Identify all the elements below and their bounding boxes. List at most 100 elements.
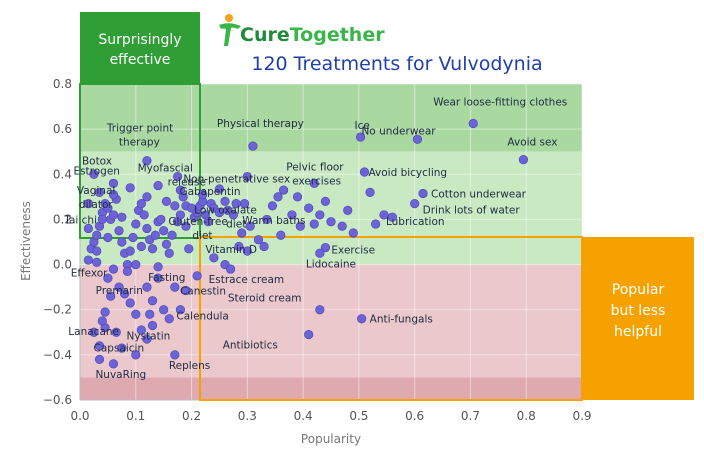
point-label: Replens [169, 360, 210, 372]
point-label: Fasting [148, 272, 185, 284]
data-point [242, 246, 252, 256]
curetogether-logo: CureTogether [219, 14, 385, 46]
point-label: Non-penetrative sex [183, 174, 290, 186]
y-tick-label: −0.6 [43, 393, 72, 407]
data-point [142, 223, 152, 234]
data-point [156, 214, 166, 225]
data-point [262, 214, 272, 225]
data-point [83, 255, 93, 265]
data-point [348, 228, 358, 238]
data-point [94, 341, 105, 351]
data-point [117, 343, 127, 353]
brand-cure: CureTogether [240, 24, 385, 46]
data-point [142, 282, 152, 292]
point-label: Cotton underwear [431, 188, 527, 200]
surprisingly-effective-line2: effective [110, 52, 171, 68]
data-point [287, 210, 297, 220]
data-point [159, 226, 169, 236]
data-point [103, 232, 113, 243]
data-point [145, 309, 155, 319]
data-point [89, 327, 99, 337]
data-point [309, 219, 319, 229]
data-point [242, 171, 252, 182]
surprisingly-effective-box [80, 12, 200, 84]
data-point [315, 248, 325, 258]
x-tick-label: 0.0 [70, 409, 89, 423]
y-tick-label: 0.2 [53, 212, 72, 226]
data-point [245, 221, 255, 231]
data-point [214, 208, 225, 218]
data-point [117, 237, 127, 247]
data-point [267, 201, 278, 211]
data-point [359, 167, 370, 177]
data-point [153, 262, 163, 272]
data-point [150, 230, 160, 240]
data-point [276, 230, 286, 240]
data-point [365, 187, 375, 197]
data-point [228, 210, 238, 220]
data-point [167, 230, 177, 240]
data-point [518, 155, 529, 165]
data-point [315, 305, 325, 315]
band-0 [80, 84, 582, 152]
data-point [114, 282, 124, 292]
data-point [131, 350, 141, 360]
data-point [108, 264, 119, 274]
x-tick-label: 0.3 [238, 409, 257, 423]
data-point [410, 199, 420, 209]
x-tick-label: 0.9 [572, 409, 591, 423]
point-label: Ice [355, 120, 370, 132]
x-axis-title: Popularity [301, 432, 361, 446]
background-bands [80, 84, 582, 400]
x-tick-label: 0.2 [182, 409, 201, 423]
data-point [161, 239, 172, 249]
data-point [387, 212, 397, 222]
data-point [89, 169, 99, 179]
data-point [125, 183, 135, 193]
data-point [159, 305, 169, 315]
data-point [203, 217, 213, 227]
data-point [92, 246, 102, 256]
point-label: Wear loose-fitting clothes [433, 97, 567, 109]
data-point [343, 205, 353, 215]
data-point [153, 180, 163, 191]
point-label: Anti-fungals [370, 314, 433, 326]
data-point [128, 232, 138, 243]
data-point [181, 285, 191, 296]
data-point [170, 201, 180, 211]
data-point [136, 199, 146, 209]
data-point [320, 196, 331, 206]
x-tick-label: 0.5 [349, 409, 368, 423]
data-point [108, 190, 119, 200]
y-axis-title: Effectiveness [19, 201, 33, 281]
point-label: Pelvic floor exercises [286, 161, 344, 187]
point-label: Steroid cream [228, 293, 302, 305]
data-point [122, 266, 133, 276]
data-point [106, 291, 116, 301]
point-label: Canestin [180, 286, 226, 298]
data-point [136, 325, 146, 335]
point-label: Gluten-free diet [168, 216, 227, 242]
data-point [147, 244, 158, 254]
data-point [103, 203, 113, 213]
data-point [418, 188, 428, 199]
point-label: Drink lots of water [423, 205, 521, 217]
data-point [273, 192, 283, 202]
data-point [181, 221, 191, 231]
y-tick-label: −0.2 [43, 303, 72, 317]
data-point [192, 271, 202, 281]
data-point [92, 257, 102, 267]
point-label: NuvaRing [95, 369, 146, 381]
data-point [304, 203, 314, 213]
data-point [178, 192, 188, 202]
x-tick-label: 0.7 [461, 409, 480, 423]
popular-less-helpful-line2: but less [611, 303, 666, 319]
data-point [253, 235, 264, 245]
data-point [83, 199, 93, 209]
data-point [231, 199, 241, 209]
data-point [175, 210, 185, 220]
point-label: Estrogen [73, 165, 120, 177]
data-point [355, 132, 366, 142]
